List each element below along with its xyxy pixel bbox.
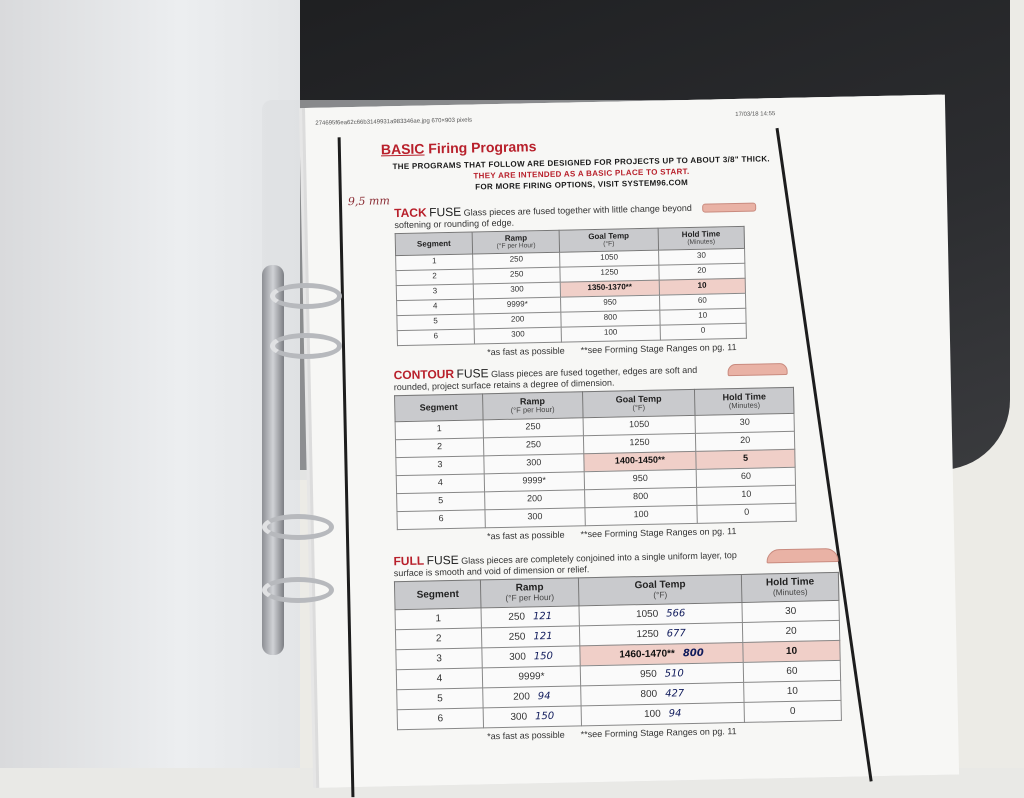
contour-fuse-section: CONTOUR FUSE Glass pieces are fused toge… bbox=[393, 362, 798, 544]
file-info: 274695f6ea62c66b3149931a983346ae.jpg 670… bbox=[315, 117, 473, 127]
table-cell: 3 bbox=[396, 283, 474, 301]
table-cell: 0 bbox=[744, 700, 842, 723]
firing-table: Segment Ramp (°F per Hour) Goal Temp (°F) Hol… bbox=[394, 386, 797, 530]
table-cell: 9999* bbox=[484, 471, 585, 492]
contour-fuse-shape-icon bbox=[727, 362, 788, 377]
table-cell: 20 bbox=[695, 431, 795, 452]
table-cell: 300 bbox=[484, 507, 586, 528]
table-cell: 4 bbox=[396, 298, 474, 316]
binder-ring bbox=[270, 333, 342, 359]
column-header: Segment bbox=[394, 579, 482, 610]
table-cell: 1 bbox=[395, 419, 484, 440]
binder-ring bbox=[270, 283, 342, 309]
binder-cover bbox=[0, 0, 300, 768]
table-cell: 5 bbox=[695, 449, 796, 470]
handwritten-celsius: 800 bbox=[682, 647, 704, 660]
table-cell: 20 bbox=[742, 620, 840, 643]
column-header: Ramp (°F per Hour) bbox=[480, 577, 579, 608]
handwritten-celsius: 150 bbox=[534, 710, 555, 723]
table-cell: 800 bbox=[584, 487, 698, 508]
table-cell: 5 bbox=[396, 491, 485, 512]
table-cell: 1250 bbox=[583, 433, 696, 454]
table-cell: 4 bbox=[396, 473, 485, 494]
table-cell: 1 bbox=[395, 607, 482, 630]
document-page: 274695f6ea62c66b3149931a983346ae.jpg 670… bbox=[305, 94, 960, 798]
handwritten-celsius: 510 bbox=[664, 668, 684, 680]
column-header: Hold Time (Minutes) bbox=[657, 226, 745, 250]
handwritten-celsius: 566 bbox=[666, 608, 686, 620]
firing-table: Segment Ramp (°F per Hour) Goal Temp (°F) Hol… bbox=[393, 571, 842, 731]
column-header: Segment bbox=[394, 393, 483, 422]
table-cell: 6 bbox=[396, 509, 486, 530]
table-cell: 100 bbox=[584, 505, 698, 526]
table-cell: 300 150 bbox=[481, 645, 581, 668]
table-cell: 6 bbox=[397, 328, 475, 346]
table-cell: 300 bbox=[474, 327, 562, 344]
table-cell: 100 94 bbox=[581, 702, 745, 726]
table-cell: 30 bbox=[695, 413, 795, 434]
table-cell: 250 121 bbox=[481, 625, 580, 648]
full-fuse-shape-icon bbox=[766, 547, 839, 564]
binder-ring bbox=[262, 514, 334, 540]
table-cell: 60 bbox=[743, 660, 841, 683]
table-cell: 1 bbox=[395, 253, 473, 271]
table-cell: 2 bbox=[395, 437, 484, 458]
timestamp: 17/03/18 14:55 bbox=[735, 111, 776, 118]
handwritten-celsius: 677 bbox=[666, 628, 686, 640]
table-cell: 1400-1450** bbox=[583, 451, 697, 472]
column-header: Goal Temp (°F) bbox=[582, 389, 696, 418]
column-header: Ramp (°F per Hour) bbox=[472, 230, 560, 254]
table-cell: 5 bbox=[396, 687, 484, 710]
column-header: Ramp (°F per Hour) bbox=[482, 391, 583, 420]
tack-fuse-section: 9,5 mm TACK FUSE Glass pieces are fused … bbox=[348, 194, 757, 360]
table-cell: 10 bbox=[696, 485, 796, 506]
page-content: BASIC Firing Programs THE PROGRAMS THAT … bbox=[348, 131, 854, 744]
table-cell: 10 bbox=[742, 640, 841, 663]
table-cell: 0 bbox=[659, 323, 747, 340]
binder-ring bbox=[262, 577, 334, 603]
column-header: Hold Time (Minutes) bbox=[694, 387, 794, 416]
table-cell: 6 bbox=[397, 707, 484, 730]
table-cell: 200 bbox=[484, 489, 585, 510]
table-cell: 5 bbox=[396, 313, 475, 331]
table-cell: 2 bbox=[395, 627, 482, 650]
table-cell: 60 bbox=[696, 467, 796, 488]
handwritten-celsius: 121 bbox=[533, 630, 553, 643]
handwritten-celsius: 94 bbox=[668, 708, 682, 720]
handwritten-celsius: 150 bbox=[533, 650, 554, 663]
handwritten-celsius: 427 bbox=[665, 688, 685, 700]
table-cell: 1050 bbox=[582, 415, 696, 436]
table-cell: 250 121 bbox=[481, 605, 580, 628]
table-cell: 250 bbox=[483, 435, 584, 456]
table-cell: 250 bbox=[482, 417, 584, 438]
table-cell: 300 150 bbox=[483, 705, 582, 728]
column-header: Goal Temp (°F) bbox=[559, 228, 659, 253]
table-cell: 10 bbox=[743, 680, 842, 703]
binder-ring-mechanism bbox=[262, 265, 284, 655]
table-cell: 3 bbox=[395, 455, 485, 476]
table-cell: 3 bbox=[395, 647, 483, 670]
tack-fuse-shape-icon bbox=[702, 202, 757, 213]
table-cell: 300 bbox=[483, 453, 584, 474]
table-cell: 200 94 bbox=[482, 685, 582, 708]
table-cell: 2 bbox=[395, 268, 474, 286]
handwritten-celsius: 121 bbox=[532, 610, 553, 623]
full-fuse-section: FULL FUSE Glass pieces are completely co… bbox=[393, 547, 842, 744]
handwritten-note: 9,5 mm bbox=[347, 194, 390, 209]
column-header: Hold Time (Minutes) bbox=[741, 572, 839, 603]
table-cell: 4 bbox=[396, 667, 483, 690]
firing-table: Segment Ramp (°F per Hour) Goal Temp (°F) Hol… bbox=[394, 225, 747, 346]
left-border-line bbox=[337, 137, 355, 798]
column-header: Goal Temp (°F) bbox=[578, 574, 743, 606]
intro-text: THE PROGRAMS THAT FOLLOW ARE DESIGNED FO… bbox=[392, 154, 770, 192]
table-cell: 100 bbox=[561, 324, 660, 343]
table-cell: 950 bbox=[583, 469, 697, 490]
table-cell: 9999* bbox=[482, 665, 581, 688]
table-cell: 30 bbox=[742, 600, 840, 623]
handwritten-celsius: 94 bbox=[537, 690, 551, 703]
column-header: Segment bbox=[395, 232, 473, 256]
table-cell: 0 bbox=[697, 503, 797, 524]
